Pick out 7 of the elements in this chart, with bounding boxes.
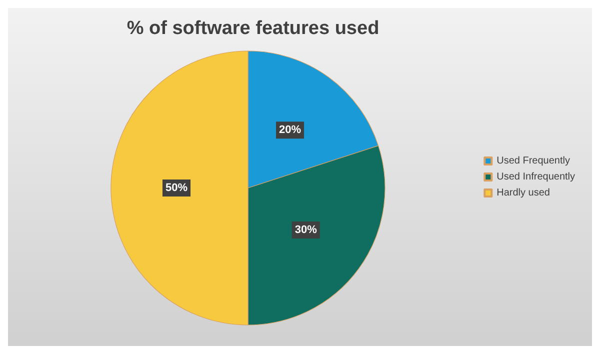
chart-title: % of software features used [126,18,380,39]
data-label: 20% [279,124,302,136]
legend-label: Used Frequently [496,156,570,166]
legend-label: Hardly used [496,188,550,198]
data-label: 50% [165,182,188,194]
data-label: 30% [294,224,318,236]
legend-label: Used Infrequently [496,172,576,182]
